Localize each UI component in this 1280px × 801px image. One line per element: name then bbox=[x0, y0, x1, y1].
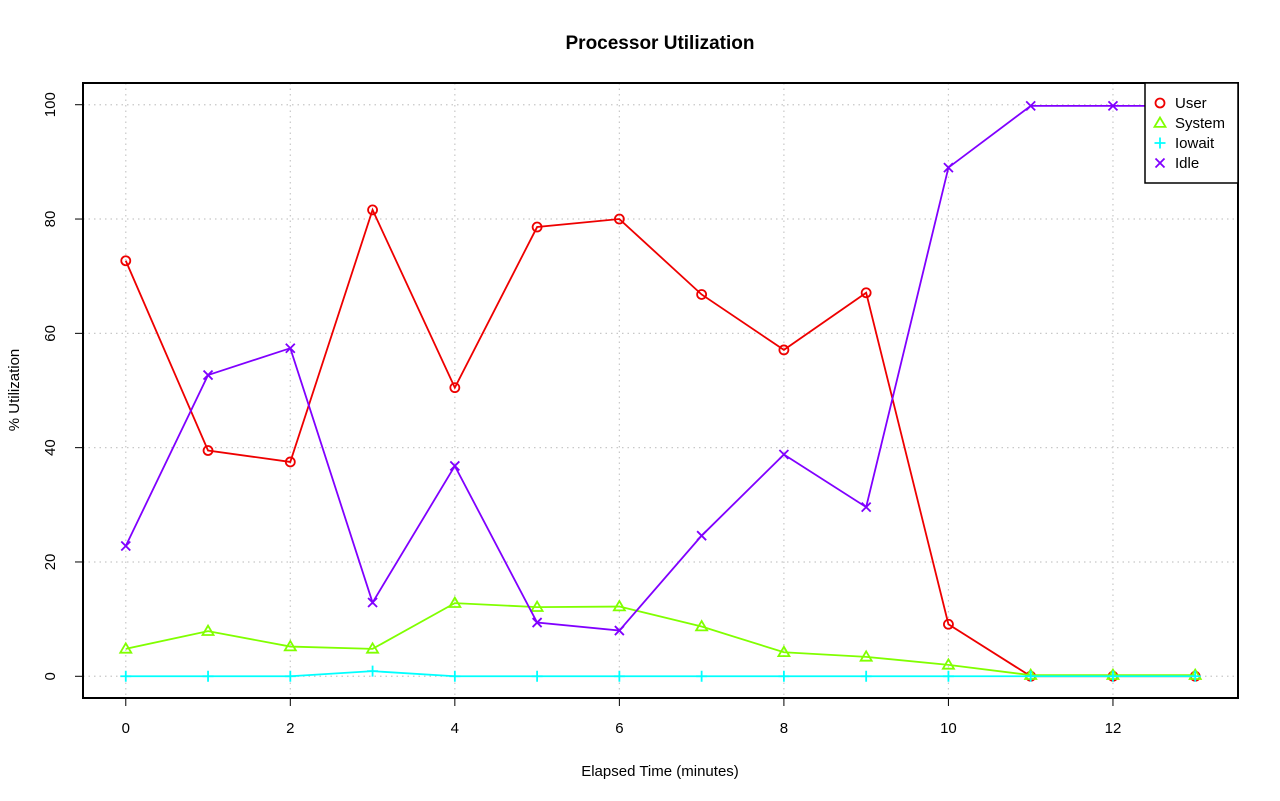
y-tick-label: 100 bbox=[42, 92, 59, 117]
x-tick-label: 6 bbox=[615, 720, 623, 737]
data-point-idle bbox=[1025, 100, 1036, 111]
data-point-user bbox=[120, 255, 132, 267]
data-point-system bbox=[200, 623, 216, 636]
series-line-iowait bbox=[125, 670, 1196, 678]
legend: User System Iowait Idle bbox=[1144, 82, 1239, 184]
data-point-iowait bbox=[367, 665, 379, 677]
legend-marker-user bbox=[1154, 97, 1166, 109]
y-axis-label: % Utilization bbox=[6, 349, 23, 432]
data-point-user bbox=[613, 213, 625, 225]
data-point-iowait bbox=[860, 670, 872, 682]
y-axis: 0 20 40 60 80 100 bbox=[42, 92, 83, 680]
legend-item-system: System bbox=[1152, 115, 1225, 132]
data-point-iowait bbox=[531, 670, 543, 682]
data-point-iowait bbox=[696, 670, 708, 682]
y-tick-label: 20 bbox=[42, 554, 59, 571]
data-point-user bbox=[202, 445, 214, 456]
data-point-iowait bbox=[942, 670, 954, 682]
data-point-iowait bbox=[202, 670, 214, 682]
data-point-system bbox=[118, 641, 133, 654]
legend-item-iowait: Iowait bbox=[1154, 135, 1215, 152]
data-point-user bbox=[531, 221, 543, 233]
y-tick-label: 60 bbox=[42, 325, 59, 342]
data-point-system bbox=[365, 641, 380, 654]
legend-item-user: User bbox=[1154, 95, 1207, 112]
data-point-idle bbox=[285, 343, 296, 354]
x-tick-label: 10 bbox=[940, 720, 957, 737]
data-point-system bbox=[694, 619, 709, 632]
legend-box bbox=[1144, 82, 1239, 184]
x-tick-label: 4 bbox=[451, 720, 459, 737]
x-tick-label: 8 bbox=[780, 720, 788, 737]
x-axis-label: Elapsed Time (minutes) bbox=[581, 763, 739, 780]
data-point-idle bbox=[778, 449, 790, 460]
data-point-idle bbox=[531, 617, 543, 628]
data-point-user bbox=[284, 456, 296, 468]
x-tick-label: 0 bbox=[122, 720, 130, 737]
legend-item-idle: Idle bbox=[1154, 155, 1199, 172]
data-point-iowait bbox=[778, 670, 790, 682]
data-point-system bbox=[776, 645, 791, 658]
legend-label-user: User bbox=[1175, 95, 1207, 112]
legend-marker-system bbox=[1152, 115, 1168, 128]
data-point-user bbox=[696, 289, 708, 300]
data-point-system bbox=[530, 599, 545, 612]
series-system bbox=[118, 595, 1203, 680]
data-point-iowait bbox=[449, 670, 461, 682]
x-tick-label: 2 bbox=[286, 720, 294, 737]
data-point-iowait bbox=[1025, 670, 1037, 682]
data-point-idle bbox=[120, 540, 131, 552]
series-layer bbox=[118, 100, 1203, 682]
data-point-iowait bbox=[1189, 670, 1201, 682]
data-point-user bbox=[449, 382, 461, 394]
grid-lines bbox=[83, 83, 1238, 698]
plot-frame bbox=[82, 82, 1239, 699]
data-point-system bbox=[283, 639, 298, 652]
data-point-iowait bbox=[284, 670, 296, 682]
legend-marker-idle bbox=[1154, 157, 1166, 169]
data-point-idle bbox=[202, 369, 214, 381]
data-point-system bbox=[612, 599, 627, 612]
data-point-system bbox=[447, 595, 462, 608]
data-point-system bbox=[941, 657, 956, 670]
series-line-idle bbox=[124, 104, 1196, 632]
data-point-idle bbox=[367, 597, 378, 608]
legend-label-iowait: Iowait bbox=[1175, 135, 1215, 152]
series-line-system bbox=[125, 602, 1196, 677]
series-line-user bbox=[124, 207, 1196, 678]
series-idle bbox=[120, 100, 1201, 636]
y-tick-label: 0 bbox=[42, 672, 59, 680]
series-iowait bbox=[120, 665, 1201, 682]
data-point-idle bbox=[449, 460, 460, 472]
chart-title: Processor Utilization bbox=[566, 33, 755, 54]
x-axis: 0 2 4 6 8 10 12 bbox=[122, 697, 1122, 737]
legend-label-idle: Idle bbox=[1175, 155, 1199, 172]
data-point-idle bbox=[943, 162, 954, 173]
data-point-idle bbox=[861, 501, 872, 513]
x-tick-label: 12 bbox=[1105, 720, 1122, 737]
data-point-user bbox=[367, 204, 378, 216]
data-point-iowait bbox=[1107, 670, 1119, 682]
data-point-idle bbox=[1107, 100, 1119, 111]
data-point-user bbox=[778, 344, 790, 356]
data-point-idle bbox=[696, 530, 707, 541]
y-tick-label: 80 bbox=[42, 211, 59, 228]
data-point-iowait bbox=[613, 670, 625, 682]
data-point-user bbox=[943, 618, 954, 630]
data-point-idle bbox=[614, 625, 625, 636]
legend-label-system: System bbox=[1175, 115, 1225, 132]
series-user bbox=[120, 204, 1201, 682]
y-tick-label: 40 bbox=[42, 439, 59, 456]
legend-marker-iowait bbox=[1154, 137, 1166, 149]
data-point-iowait bbox=[120, 670, 132, 682]
data-point-system bbox=[859, 649, 874, 662]
data-point-user bbox=[860, 287, 872, 299]
